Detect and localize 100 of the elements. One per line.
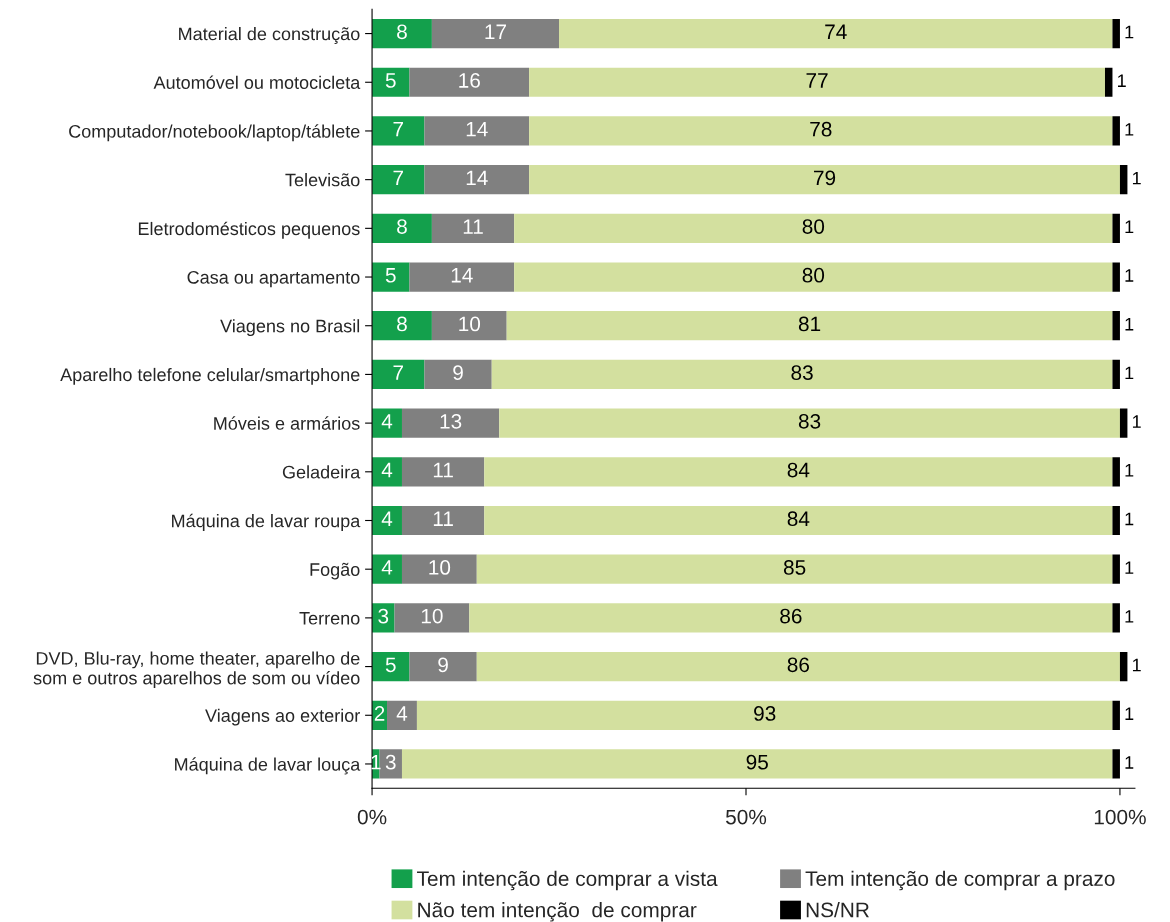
- data-label: 4: [381, 511, 393, 526]
- data-label: 1: [1125, 561, 1134, 574]
- data-label: 1: [1132, 415, 1141, 428]
- bar: [431, 213, 515, 243]
- x-tick-label: 50%: [725, 809, 767, 825]
- data-label: 1: [1132, 171, 1141, 185]
- bar: [529, 116, 1113, 146]
- data-label: 17: [485, 24, 506, 39]
- y-tick-label: Fogão: [310, 562, 360, 580]
- bar: [387, 700, 417, 730]
- data-label: 14: [451, 268, 473, 283]
- data-label: 1: [1125, 25, 1134, 39]
- data-label: 85: [783, 560, 806, 575]
- y-tick-label: Viagens ao exterior: [205, 708, 360, 726]
- bar: [401, 457, 485, 487]
- y-tick-label: Terreno: [299, 612, 360, 625]
- bar: [372, 311, 432, 341]
- bar: [424, 359, 492, 390]
- bar: [1119, 165, 1128, 195]
- data-label: 1: [1125, 366, 1134, 380]
- data-label: 2: [374, 706, 385, 721]
- bar: [401, 554, 477, 584]
- y-tick-label: Máquina de lavar roupa: [172, 513, 361, 531]
- bar: [372, 505, 402, 536]
- legend-label: Tem intenção de comprar a prazo: [805, 870, 1115, 891]
- bar: [1112, 457, 1120, 487]
- data-label: 1: [1125, 756, 1134, 769]
- data-label: 8: [397, 219, 407, 234]
- bar: [506, 311, 1113, 341]
- bar: [1112, 311, 1120, 341]
- data-label: 80: [802, 267, 825, 283]
- bar: [1112, 554, 1120, 584]
- data-label: 8: [397, 316, 407, 332]
- data-label: 14: [466, 122, 488, 137]
- data-label: 1: [1125, 610, 1134, 623]
- bar: [499, 408, 1120, 438]
- bar: [1112, 213, 1120, 243]
- bar: [424, 165, 530, 195]
- data-label: 1: [1125, 512, 1134, 526]
- bar: [514, 262, 1113, 292]
- bar: [1112, 700, 1120, 730]
- y-tick-label: Aparelho telefone celular/smartphone: [60, 367, 360, 385]
- y-tick-label: Móveis e armários: [214, 416, 360, 430]
- data-label: 84: [787, 462, 810, 478]
- bar: [491, 359, 1113, 390]
- data-label: 1: [371, 755, 381, 770]
- y-tick-label: Casa ou apartamento: [187, 270, 360, 288]
- data-label: 4: [396, 706, 408, 721]
- data-label: 80: [802, 219, 825, 234]
- bar: [1112, 359, 1120, 390]
- bar: [372, 554, 402, 584]
- data-label: 7: [393, 122, 403, 137]
- bar: [559, 18, 1113, 49]
- y-tick-label: Automóvel ou motocicleta: [153, 75, 361, 89]
- data-label: 95: [746, 754, 768, 770]
- y-tick-label: Eletrodomésticos pequenos: [138, 221, 360, 239]
- data-label: 1: [1132, 658, 1141, 672]
- bar: [1112, 262, 1120, 292]
- data-label: 7: [393, 365, 403, 380]
- data-label: 11: [433, 462, 453, 478]
- data-label: 5: [385, 657, 396, 673]
- bar: [372, 213, 432, 243]
- data-label: 78: [810, 121, 832, 137]
- bar: [409, 651, 477, 682]
- bar: [372, 67, 410, 97]
- bar: [372, 18, 432, 49]
- y-tick-label: Televisão: [285, 173, 360, 187]
- bar: [372, 651, 410, 682]
- legend-label: NS/NR: [806, 902, 869, 918]
- data-label: 1: [1118, 74, 1126, 87]
- bar: [394, 603, 470, 633]
- x-tick-label: 0%: [357, 809, 387, 825]
- bar: [514, 213, 1113, 243]
- bar: [469, 603, 1113, 633]
- bar: [1112, 505, 1120, 536]
- data-label: 1: [1125, 707, 1134, 720]
- bar: [1104, 67, 1113, 97]
- data-label: 4: [381, 462, 393, 478]
- bar: [529, 165, 1120, 195]
- bar: [1112, 603, 1120, 633]
- data-label: 10: [459, 316, 481, 332]
- data-label: 1: [1125, 220, 1134, 234]
- data-label: 11: [463, 219, 483, 234]
- data-label: 83: [798, 413, 821, 429]
- bar: [1112, 749, 1120, 779]
- data-label: 1: [1125, 269, 1134, 282]
- bar: [1112, 18, 1120, 49]
- data-label: 1: [1125, 123, 1134, 136]
- data-label: 9: [438, 657, 448, 673]
- data-label: 93: [754, 706, 776, 721]
- data-label: 79: [814, 170, 836, 186]
- data-label: 9: [453, 365, 463, 381]
- y-tick-label: Viagens no Brasil: [220, 319, 360, 337]
- bar: [1112, 116, 1120, 146]
- x-tick-label: 100%: [1094, 809, 1146, 825]
- bar: [372, 116, 425, 146]
- bar: [372, 408, 402, 438]
- y-tick-label: Geladeira: [282, 465, 361, 479]
- bar: [529, 67, 1105, 97]
- legend-label: Não tem intenção de comprar: [418, 902, 697, 922]
